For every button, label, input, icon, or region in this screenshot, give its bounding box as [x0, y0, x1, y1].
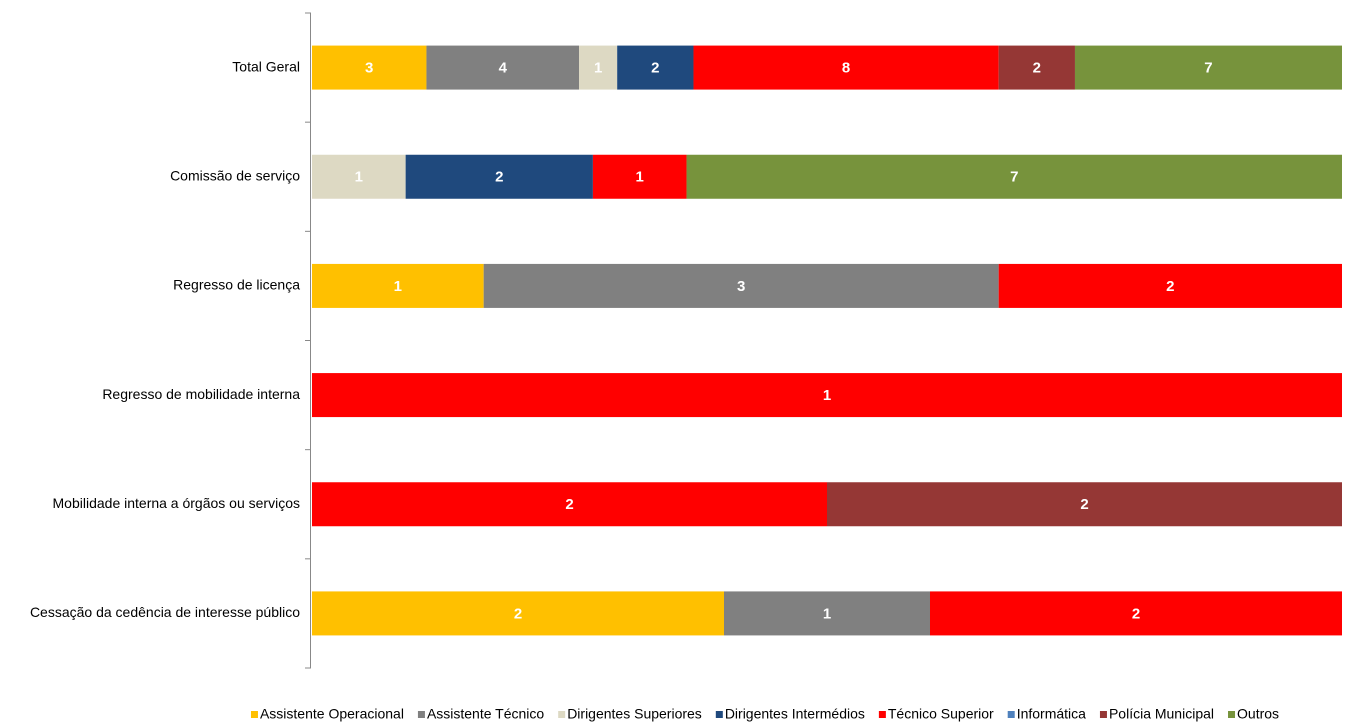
bar-segment — [312, 373, 1342, 418]
data-label: 7 — [1010, 169, 1018, 186]
legend-swatch — [1228, 711, 1236, 718]
y-tick-label: Comissão de serviço — [170, 167, 300, 183]
bar-segment — [312, 482, 827, 527]
data-label: 2 — [1132, 605, 1140, 622]
legend-swatch — [1099, 711, 1107, 718]
y-tick-label: Cessação da cedência de interesse públic… — [30, 604, 300, 620]
data-label: 2 — [495, 169, 503, 186]
bar-segment — [1074, 45, 1342, 90]
y-tick-label: Regresso de licença — [173, 277, 300, 293]
data-label: 1 — [594, 60, 602, 77]
bar-segment — [827, 482, 1342, 527]
data-label: 7 — [1204, 60, 1212, 77]
legend-swatch — [558, 711, 566, 718]
data-label: 2 — [514, 605, 522, 622]
data-label: 3 — [737, 278, 745, 295]
y-tick-label: Regresso de mobilidade interna — [102, 386, 300, 402]
bar-segment — [483, 263, 999, 308]
bar-segment — [724, 591, 930, 636]
bar-segment — [426, 45, 580, 90]
bar-segment — [312, 591, 724, 636]
legend-label: Informática — [1017, 706, 1086, 722]
bar-segment — [312, 154, 406, 199]
bar-segment — [312, 263, 484, 308]
data-label: 2 — [565, 496, 573, 513]
legend-label: Dirigentes Intermédios — [725, 706, 865, 722]
data-label: 2 — [1033, 60, 1041, 77]
legend-swatch — [878, 711, 886, 718]
legend-swatch — [250, 711, 258, 718]
bar-segment — [592, 154, 687, 199]
data-label: 1 — [636, 169, 644, 186]
legend-label: Assistente Operacional — [260, 706, 404, 722]
bar-segment — [617, 45, 694, 90]
data-label: 2 — [1166, 278, 1174, 295]
y-tick-label: Total Geral — [232, 58, 300, 74]
data-label: 1 — [355, 169, 363, 186]
bar-segment — [930, 591, 1342, 636]
data-label: 2 — [651, 60, 659, 77]
bar-segment — [579, 45, 618, 90]
legend-swatch — [715, 711, 723, 718]
bar-segment — [312, 45, 427, 90]
bar-segment — [693, 45, 999, 90]
y-tick-label: Mobilidade interna a órgãos ou serviços — [53, 495, 300, 511]
legend-label: Outros — [1237, 706, 1279, 722]
bar-segment — [405, 154, 593, 199]
data-label: 2 — [1080, 496, 1088, 513]
data-label: 1 — [394, 278, 402, 295]
legend-label: Assistente Técnico — [427, 706, 544, 722]
data-label: 8 — [842, 60, 850, 77]
data-label: 4 — [499, 60, 508, 77]
bar-segment — [686, 154, 1342, 199]
legend-label: Polícia Municipal — [1109, 706, 1214, 722]
data-label: 3 — [365, 60, 373, 77]
legend-swatch — [1007, 711, 1015, 718]
legend-label: Técnico Superior — [888, 706, 994, 722]
bar-segment — [998, 45, 1075, 90]
bar-segment — [998, 263, 1342, 308]
legend-swatch — [417, 711, 425, 718]
data-label: 1 — [823, 605, 831, 622]
data-label: 1 — [823, 387, 831, 404]
legend-label: Dirigentes Superiores — [567, 706, 702, 722]
legend: Assistente Operacional Assistente Técnico… — [250, 706, 1279, 722]
